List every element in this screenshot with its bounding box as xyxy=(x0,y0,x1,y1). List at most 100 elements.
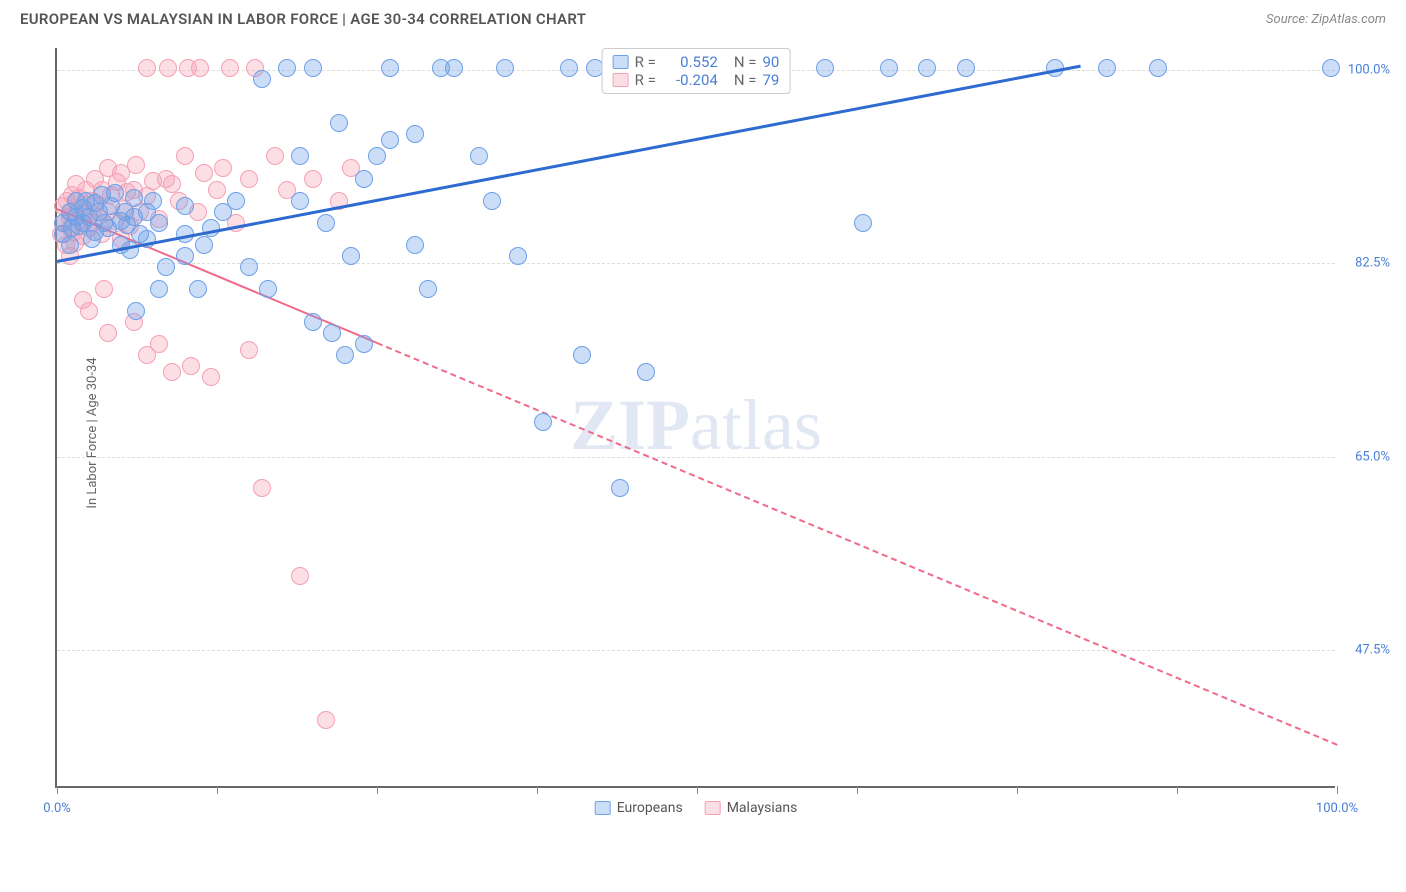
data-point-malaysians xyxy=(253,479,271,497)
data-point-europeans xyxy=(637,363,655,381)
x-tick xyxy=(1017,786,1018,794)
legend-n-label: N = xyxy=(734,71,757,89)
legend-n-value-malaysians: 79 xyxy=(762,71,779,89)
trendline-malaysians-dashed xyxy=(377,342,1338,746)
data-point-malaysians xyxy=(191,59,209,77)
legend-r-value-europeans: 0.552 xyxy=(662,53,718,71)
data-point-europeans xyxy=(150,214,168,232)
x-tick xyxy=(857,786,858,794)
data-point-europeans xyxy=(419,280,437,298)
data-point-europeans xyxy=(534,413,552,431)
data-point-malaysians xyxy=(214,159,232,177)
data-point-europeans xyxy=(291,147,309,165)
data-point-europeans xyxy=(854,214,872,232)
x-tick xyxy=(57,786,58,794)
legend-item-europeans: Europeans xyxy=(595,800,683,816)
data-point-europeans xyxy=(560,59,578,77)
data-point-europeans xyxy=(323,324,341,342)
data-point-europeans xyxy=(1098,59,1116,77)
data-point-malaysians xyxy=(291,567,309,585)
data-point-europeans xyxy=(573,346,591,364)
chart-title: EUROPEAN VS MALAYSIAN IN LABOR FORCE | A… xyxy=(20,10,586,28)
data-point-europeans xyxy=(509,247,527,265)
data-point-europeans xyxy=(291,192,309,210)
data-point-europeans xyxy=(406,125,424,143)
data-point-europeans xyxy=(880,59,898,77)
x-tick xyxy=(537,786,538,794)
data-point-europeans xyxy=(1322,59,1340,77)
watermark: ZIPatlas xyxy=(570,384,822,467)
data-point-europeans xyxy=(406,236,424,254)
data-point-europeans xyxy=(61,236,79,254)
y-tick-label: 82.5% xyxy=(1355,256,1390,271)
data-point-europeans xyxy=(381,59,399,77)
data-point-malaysians xyxy=(182,357,200,375)
data-point-malaysians xyxy=(99,324,117,342)
legend-n-value-europeans: 90 xyxy=(762,53,779,71)
data-point-europeans xyxy=(106,184,124,202)
data-point-europeans xyxy=(304,313,322,331)
source-attribution: Source: ZipAtlas.com xyxy=(1266,12,1386,27)
data-point-malaysians xyxy=(317,711,335,729)
data-point-malaysians xyxy=(163,175,181,193)
data-point-europeans xyxy=(336,346,354,364)
legend-r-label: R = xyxy=(635,53,656,71)
data-point-malaysians xyxy=(202,368,220,386)
data-point-europeans xyxy=(144,192,162,210)
data-point-europeans xyxy=(127,302,145,320)
data-point-malaysians xyxy=(304,170,322,188)
data-point-malaysians xyxy=(208,181,226,199)
data-point-europeans xyxy=(157,258,175,276)
x-tick-label: 0.0% xyxy=(43,801,71,816)
data-point-malaysians xyxy=(195,164,213,182)
data-point-malaysians xyxy=(163,363,181,381)
legend-stat-row-malaysians: R =-0.204N =79 xyxy=(613,71,780,89)
data-point-europeans xyxy=(816,59,834,77)
data-point-europeans xyxy=(368,147,386,165)
x-tick xyxy=(1337,786,1338,794)
data-point-europeans xyxy=(918,59,936,77)
data-point-malaysians xyxy=(95,280,113,298)
y-tick-label: 65.0% xyxy=(1355,449,1390,464)
correlation-legend: R =0.552N =90R =-0.204N =79 xyxy=(602,48,791,94)
legend-label-malaysians: Malaysians xyxy=(727,800,798,816)
data-point-europeans xyxy=(176,197,194,215)
data-point-europeans xyxy=(195,236,213,254)
data-point-europeans xyxy=(483,192,501,210)
data-point-europeans xyxy=(304,59,322,77)
data-point-malaysians xyxy=(221,59,239,77)
trendline-europeans xyxy=(57,65,1082,263)
data-point-malaysians xyxy=(266,147,284,165)
legend-stat-row-europeans: R =0.552N =90 xyxy=(613,53,780,71)
legend-swatch-europeans xyxy=(595,801,611,815)
data-point-europeans xyxy=(611,479,629,497)
data-point-europeans xyxy=(496,59,514,77)
data-point-malaysians xyxy=(240,170,258,188)
data-point-europeans xyxy=(189,280,207,298)
data-point-malaysians xyxy=(138,59,156,77)
x-tick xyxy=(697,786,698,794)
x-tick xyxy=(217,786,218,794)
data-point-europeans xyxy=(176,247,194,265)
chart-container: In Labor Force | Age 30-34 ZIPatlas R =0… xyxy=(55,48,1385,818)
data-point-europeans xyxy=(381,131,399,149)
y-tick-label: 100.0% xyxy=(1348,63,1390,78)
x-tick xyxy=(1177,786,1178,794)
legend-label-europeans: Europeans xyxy=(617,800,683,816)
data-point-europeans xyxy=(342,247,360,265)
legend-r-value-malaysians: -0.204 xyxy=(662,71,718,89)
plot-area: ZIPatlas R =0.552N =90R =-0.204N =79 Eur… xyxy=(55,48,1335,788)
data-point-malaysians xyxy=(150,335,168,353)
gridline-h xyxy=(57,650,1335,651)
data-point-europeans xyxy=(470,147,488,165)
data-point-europeans xyxy=(355,335,373,353)
data-point-europeans xyxy=(278,59,296,77)
data-point-malaysians xyxy=(159,59,177,77)
data-point-malaysians xyxy=(240,341,258,359)
legend-swatch-malaysians xyxy=(705,801,721,815)
data-point-malaysians xyxy=(176,147,194,165)
data-point-europeans xyxy=(317,214,335,232)
y-tick-label: 47.5% xyxy=(1355,642,1390,657)
data-point-europeans xyxy=(240,258,258,276)
legend-swatch-europeans xyxy=(613,55,629,69)
